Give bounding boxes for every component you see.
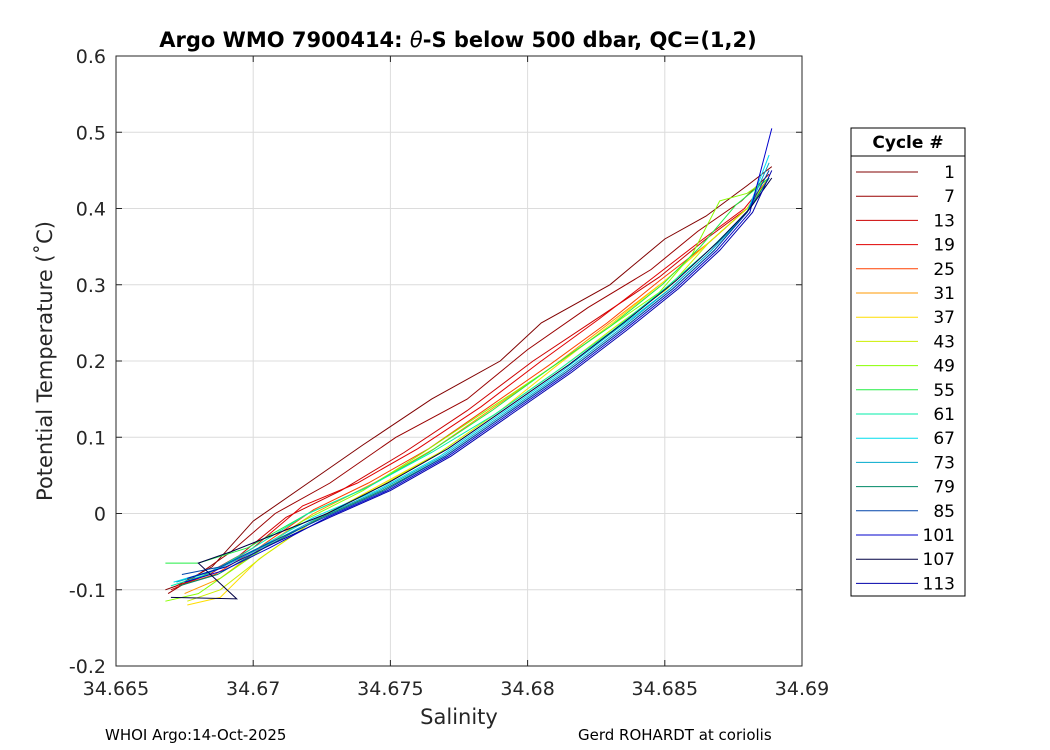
series-line-cycle-55 [165,177,770,564]
x-tick-label: 34.68 [500,678,554,700]
legend-label-13: 13 [933,211,955,231]
legend: Cycle # 1 7 13 19 25 31 37 43 49 55 61 67 73 79 85 101 1… [850,127,966,597]
x-axis-label: Salinity [420,705,498,729]
title-part-1: Argo WMO 7900414: [159,28,410,52]
y-tick-label: -0.1 [69,580,106,602]
x-tick-label: 34.685 [632,678,698,700]
series-line-cycle-85 [181,170,770,575]
y-axis-label: Potential Temperature (˚C) [33,221,57,501]
y-tick-label: 0.5 [76,122,106,144]
grid [116,56,802,666]
series-line-cycle-113 [187,170,773,579]
legend-label-37: 37 [933,308,955,328]
axis-ticks: 34.665 34.67 34.675 34.68 34.685 34.69 -0.2 -0.… [69,46,829,700]
title-part-3: -S below 500 dbar, QC=(1,2) [423,28,757,52]
y-tick-label: 0.4 [76,199,106,221]
legend-label-101: 101 [923,526,955,546]
footer-right-credit: Gerd ROHARDT at coriolis [578,726,772,744]
chart-title: Argo WMO 7900414: θ-S below 500 dbar, QC… [159,28,756,52]
legend-label-67: 67 [933,429,955,449]
x-tick-label: 34.675 [357,678,423,700]
legend-label-19: 19 [933,236,955,256]
legend-label-49: 49 [933,357,955,377]
x-tick-label: 34.67 [226,678,280,700]
data-series [165,128,773,606]
legend-label-73: 73 [933,453,955,473]
legend-label-43: 43 [933,332,955,352]
title-theta: θ [410,28,423,52]
series-line-cycle-107 [170,177,773,600]
legend-box [850,127,966,597]
legend-label-61: 61 [933,405,955,425]
legend-label-25: 25 [933,260,955,280]
y-tick-label: -0.2 [69,656,106,678]
x-tick-label: 34.69 [775,678,829,700]
series-line-cycle-73 [176,162,770,583]
y-tick-label: 0 [94,504,106,526]
x-tick-label: 34.665 [83,678,149,700]
legend-label-113: 113 [923,574,955,594]
legend-label-85: 85 [933,502,955,522]
legend-label-7: 7 [944,187,955,207]
footer-left-credit: WHOI Argo:14-Oct-2025 [105,726,286,744]
y-tick-label: 0.1 [76,427,106,449]
legend-label-55: 55 [933,381,955,401]
legend-label-1: 1 [944,163,955,183]
legend-title: Cycle # [872,133,943,153]
legend-label-79: 79 [933,478,955,498]
series-line-cycle-49 [165,177,770,602]
series-line-cycle-1 [165,166,773,591]
legend-label-107: 107 [923,550,955,570]
y-tick-label: 0.3 [76,275,106,297]
legend-label-31: 31 [933,284,955,304]
series-line-cycle-101 [184,128,773,583]
y-tick-label: 0.6 [76,46,106,68]
y-tick-label: 0.2 [76,351,106,373]
